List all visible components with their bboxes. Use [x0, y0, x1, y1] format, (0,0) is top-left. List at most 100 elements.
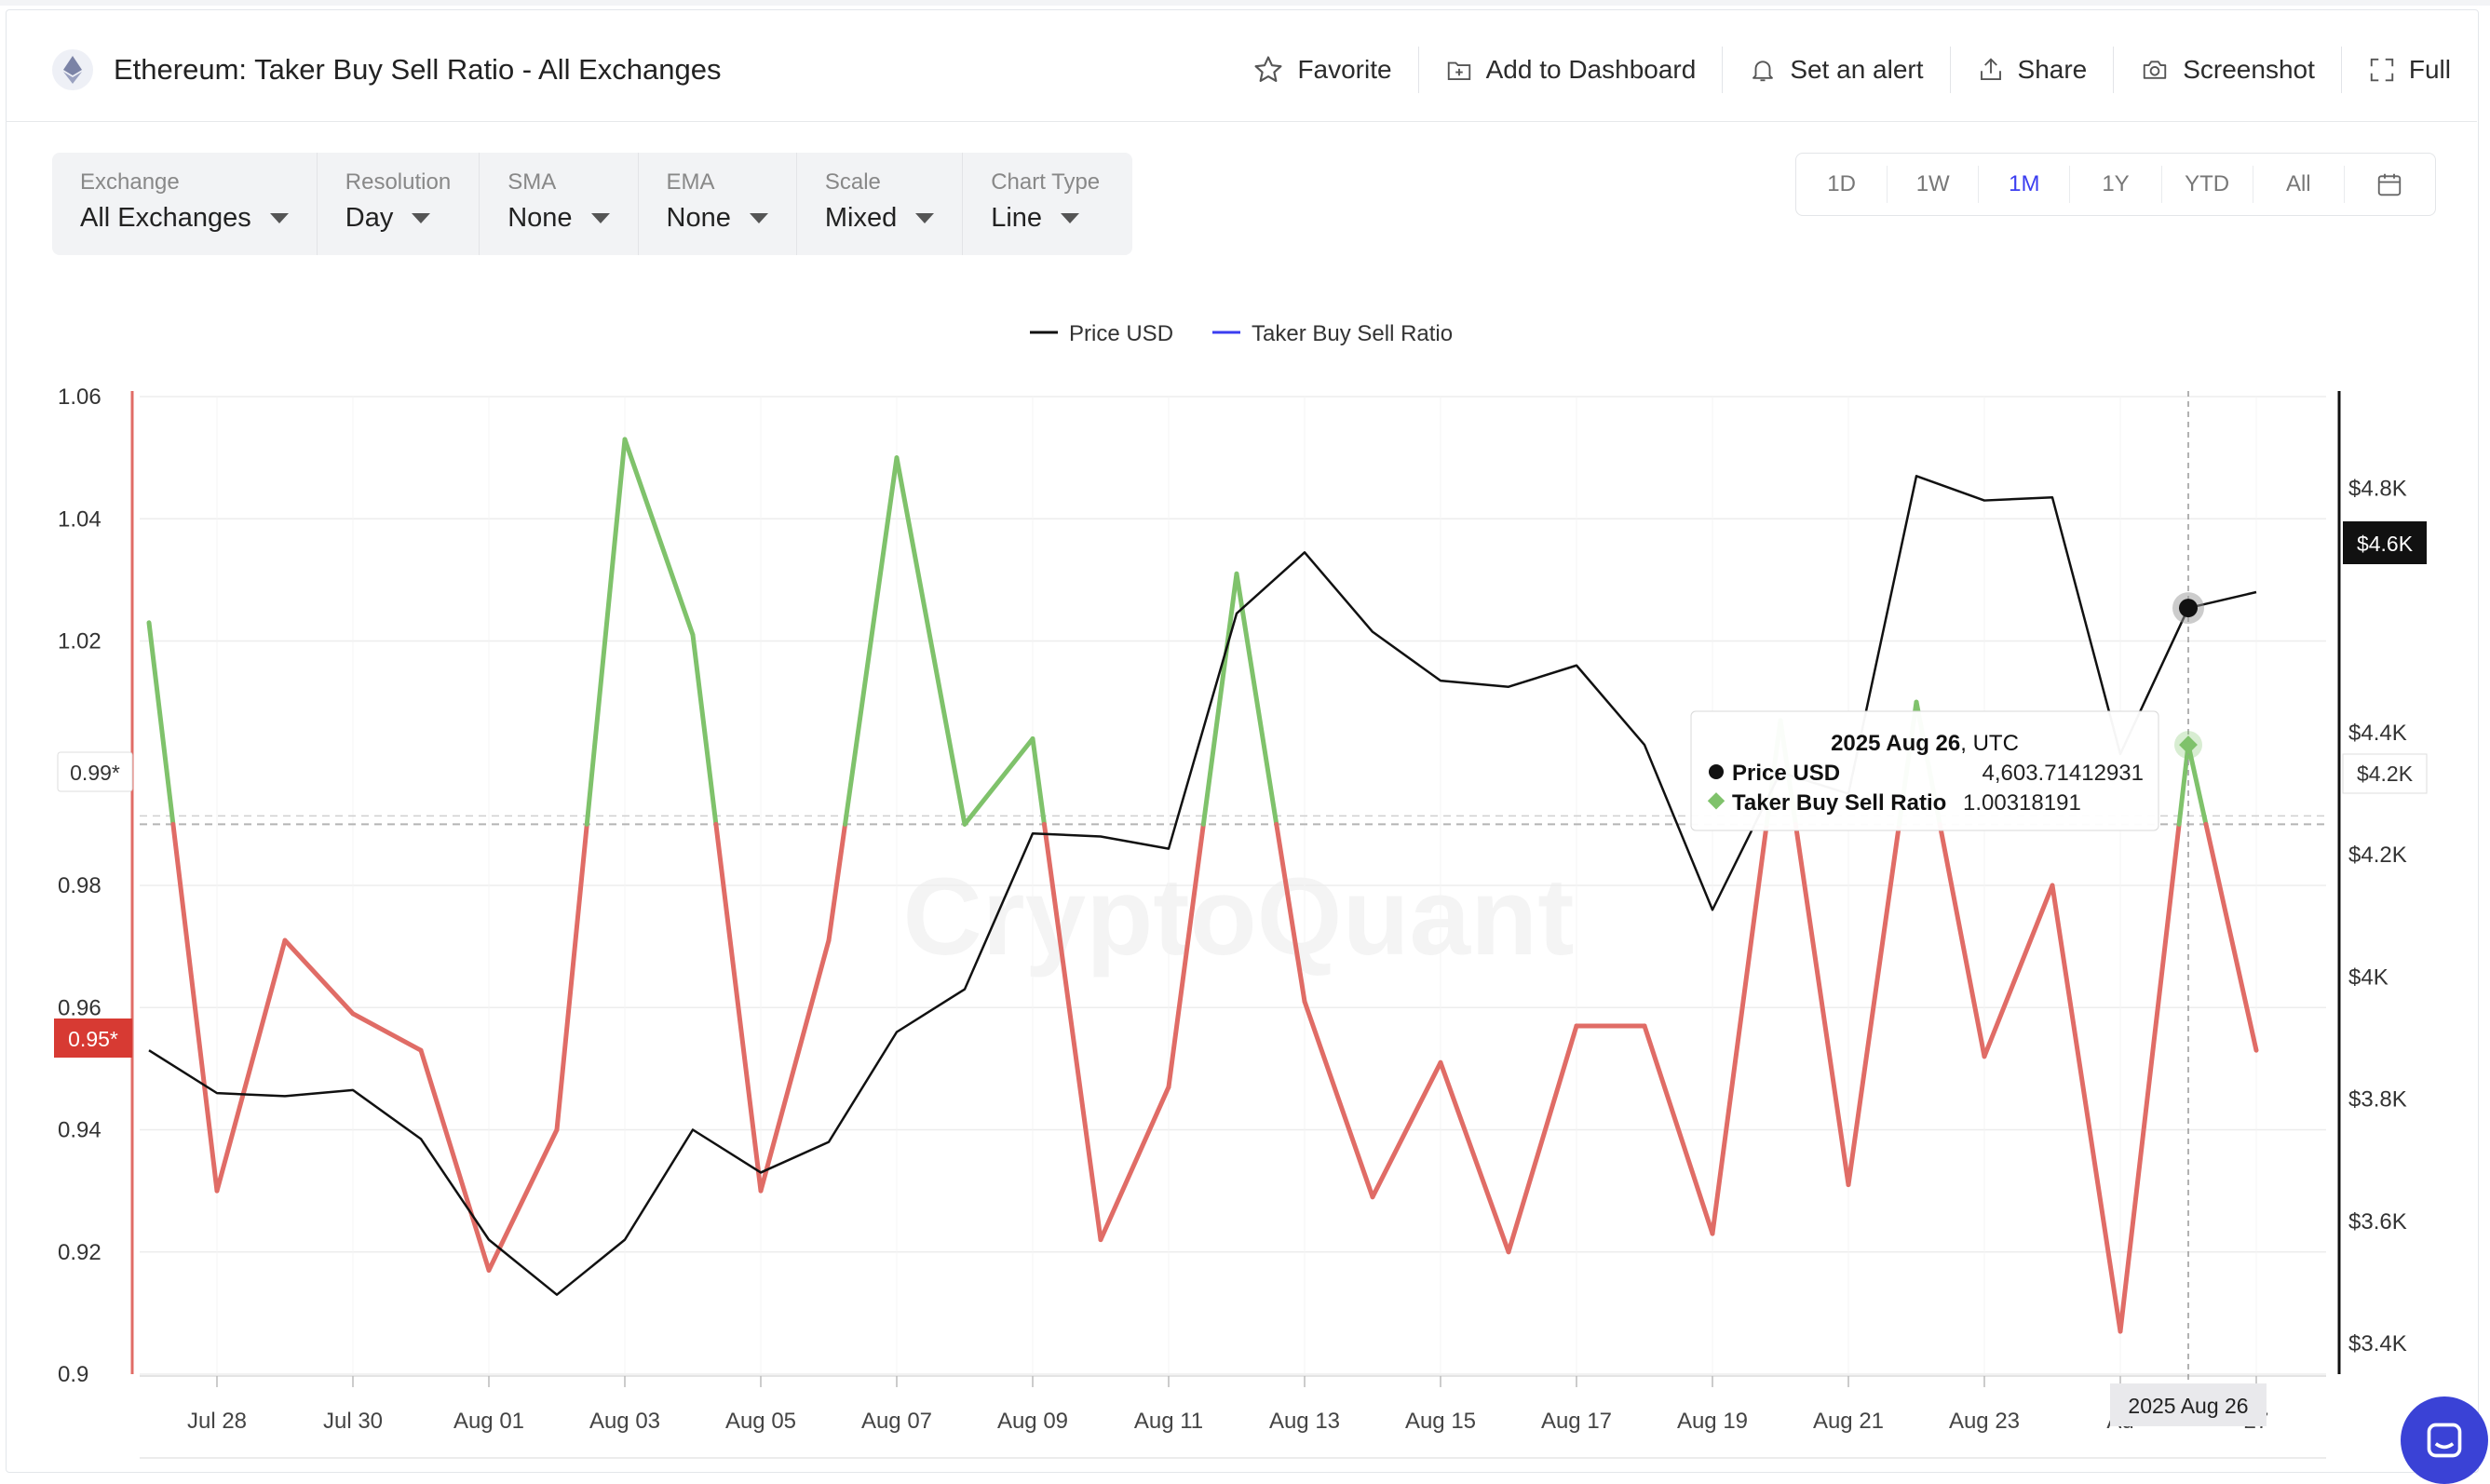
- ratio-line-segment: [2118, 821, 2182, 1334]
- ratio-hover-marker: [2179, 735, 2198, 754]
- range-1d[interactable]: 1D: [1796, 166, 1888, 203]
- range-1w[interactable]: 1W: [1888, 166, 1980, 203]
- right-level-badge: $4.2K: [2342, 753, 2428, 794]
- price-line: [148, 475, 2257, 1296]
- y-left-tick-label: 1.06: [58, 384, 101, 410]
- resolution-select[interactable]: Resolution Day: [318, 153, 480, 255]
- ratio-line-segment: [418, 1047, 492, 1273]
- tooltip-price-dot: [1709, 764, 1724, 779]
- chevron-down-icon: [1061, 213, 1080, 223]
- ratio-line-segment: [826, 821, 848, 943]
- ratio-line-segment: [843, 455, 900, 827]
- y-right-tick-label: $4.4K: [2348, 721, 2407, 746]
- right-level-badge-label: $4.2K: [2357, 762, 2414, 786]
- chart-type-select[interactable]: Chart Type Line: [963, 153, 1128, 255]
- x-tick-label: Jul 30: [323, 1409, 383, 1434]
- range-ytd[interactable]: YTD: [2162, 166, 2253, 203]
- ratio-line-segment: [622, 437, 696, 638]
- support-chat-button[interactable]: [2401, 1396, 2488, 1484]
- threshold-badge: 0.99*: [57, 751, 133, 792]
- right-price-badge-bg: [2343, 521, 2427, 564]
- x-axis: Jul 28 Jul 30 Aug 01 Aug 03 Aug 05 Aug 07 Aug …: [140, 1375, 2326, 1459]
- ratio-line-segment: [2176, 742, 2191, 827]
- y-right-tick-label: $4.8K: [2348, 476, 2407, 501]
- ratio-line-segment: [1710, 821, 1769, 1236]
- favorite-button[interactable]: Favorite: [1226, 47, 1419, 93]
- y-right-tick-label: $3.4K: [2348, 1331, 2407, 1356]
- ratio-series: [146, 437, 2259, 1334]
- x-tick-label: Aug 07: [861, 1409, 932, 1434]
- ratio-line-segment: [350, 1011, 424, 1053]
- range-all[interactable]: All: [2253, 166, 2345, 203]
- sma-select-label: SMA: [507, 169, 557, 195]
- tooltip-ratio-marker: [1707, 792, 1725, 810]
- legend-price[interactable]: Price USD: [1069, 321, 1173, 346]
- chevron-down-icon: [269, 213, 289, 223]
- share-icon: [1980, 58, 2001, 80]
- exchange-select[interactable]: Exchange All Exchanges: [52, 153, 318, 255]
- ratio-line-segment: [1642, 1023, 1715, 1236]
- watermark: CryptoQuant: [902, 856, 1574, 978]
- ratio-line-segment: [1041, 821, 1103, 1243]
- price-hover-marker: [2179, 599, 2198, 618]
- right-level-badge-bg: [2342, 753, 2428, 794]
- header-actions: Favorite Add to Dashboard Set an alert S…: [1226, 9, 2460, 130]
- calendar-button[interactable]: [2345, 166, 2435, 203]
- right-price-badge-label: $4.6K: [2357, 532, 2414, 556]
- y-left-tick-label: 0.94: [58, 1118, 101, 1143]
- crosshair-date-label: 2025 Aug 26: [2110, 1383, 2267, 1426]
- ratio-line-segment: [1098, 1085, 1171, 1243]
- ema-select[interactable]: EMA None: [639, 153, 797, 255]
- calendar-icon: [2378, 173, 2402, 196]
- x-tick-label: Aug 09: [997, 1409, 1068, 1434]
- legend-ratio[interactable]: Taker Buy Sell Ratio: [1252, 321, 1453, 346]
- x-tick-label: Aug 19: [1677, 1409, 1748, 1434]
- screenshot-label: Screenshot: [2183, 55, 2315, 84]
- range-1y[interactable]: 1Y: [2070, 166, 2162, 203]
- add-to-dashboard-button[interactable]: Add to Dashboard: [1419, 47, 1724, 93]
- tooltip-price-value: 4,603.71412931: [1982, 761, 2144, 786]
- tooltip-price-label: Price USD: [1732, 761, 1840, 786]
- time-range-selector: 1D 1W 1M 1Y YTD All: [1795, 153, 2436, 216]
- ratio-line-segment: [1166, 821, 1206, 1090]
- tooltip-ratio-label: Taker Buy Sell Ratio: [1732, 790, 1946, 816]
- fullscreen-label: Full: [2408, 55, 2451, 84]
- ratio-line-segment: [554, 821, 589, 1132]
- chart-header: Ethereum: Taker Buy Sell Ratio - All Exc…: [6, 9, 2477, 122]
- chart-type-select-label: Chart Type: [991, 169, 1101, 195]
- ratio-line-segment: [758, 938, 832, 1194]
- screenshot-button[interactable]: Screenshot: [2114, 47, 2342, 93]
- x-tick-label: Jul 28: [187, 1409, 247, 1434]
- range-1m[interactable]: 1M: [1979, 166, 2071, 203]
- chart-legend: Price USD Taker Buy Sell Ratio: [1030, 321, 1453, 346]
- ratio-line-segment: [1274, 821, 1307, 1005]
- ratio-line-segment: [2050, 883, 2123, 1334]
- share-button[interactable]: Share: [1951, 47, 2115, 93]
- scale-select[interactable]: Scale Mixed: [797, 153, 964, 255]
- threshold-badge-bg: [57, 751, 133, 792]
- exchange-select-value: All Exchanges: [80, 203, 251, 233]
- chart-controls: Exchange All Exchanges Resolution Day SM…: [52, 153, 1132, 255]
- tooltip: 2025 Aug 26, UTC Price USD 4,603.7141293…: [1690, 710, 2159, 831]
- set-alert-button[interactable]: Set an alert: [1723, 47, 1951, 93]
- ratio-line-segment: [2186, 742, 2209, 827]
- chat-icon: [2427, 1423, 2462, 1458]
- ema-select-value: None: [666, 203, 731, 233]
- chart-type-select-value: Line: [991, 203, 1043, 233]
- title-area: Ethereum: Taker Buy Sell Ratio - All Exc…: [52, 9, 721, 130]
- ratio-line-segment: [1200, 571, 1239, 827]
- sma-select[interactable]: SMA None: [480, 153, 639, 255]
- fullscreen-button[interactable]: Full: [2342, 47, 2460, 93]
- tooltip-date: 2025 Aug 26, UTC: [1831, 731, 2019, 756]
- left-value-badge: 0.95*: [54, 1019, 132, 1058]
- resolution-select-value: Day: [345, 203, 394, 233]
- x-tick-label: Aug 23: [1949, 1409, 2020, 1434]
- grid-lines: [140, 396, 2326, 1375]
- ratio-line-segment: [1793, 821, 1851, 1188]
- share-label: Share: [2017, 55, 2088, 84]
- x-tick-label: Aug 05: [725, 1409, 796, 1434]
- chevron-down-icon: [749, 213, 768, 223]
- tooltip-bg: [1690, 710, 2159, 831]
- x-tick-label: Aug 01: [453, 1409, 524, 1434]
